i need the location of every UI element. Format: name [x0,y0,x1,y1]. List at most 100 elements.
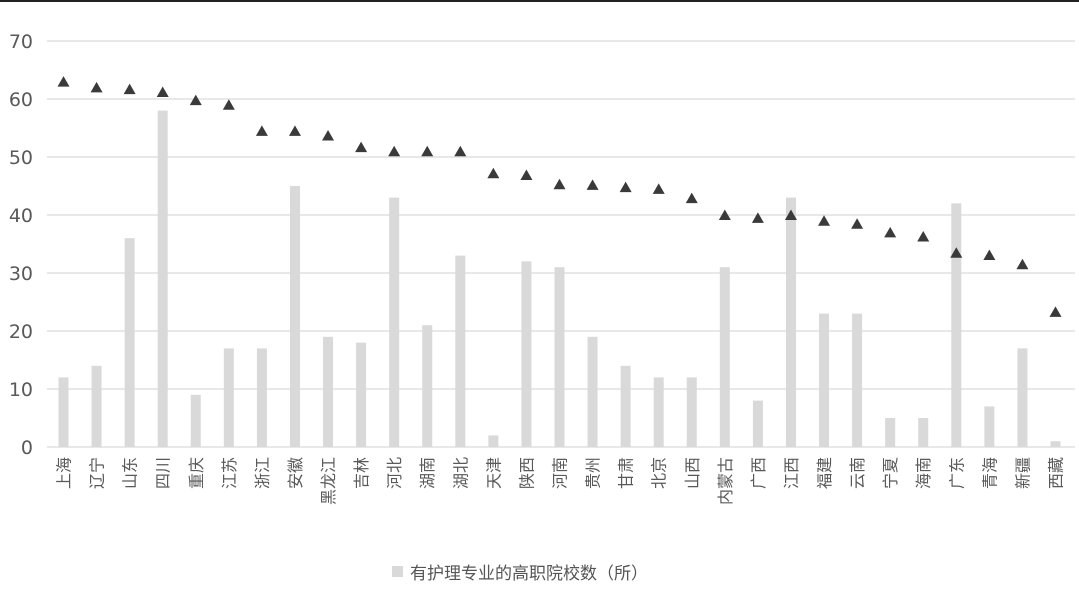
bar [157,110,168,447]
x-tick-label: 广西 [749,457,768,489]
triangle-marker [751,212,764,223]
triangle-marker [189,94,202,106]
triangle-marker [222,99,235,110]
x-tick-label: 吉林 [352,457,371,489]
triangle-marker [421,145,434,157]
bar [422,325,433,447]
bar [984,406,995,447]
legend-label: 有护理专业的高职院校数（所） [410,564,648,584]
triangle-marker [917,230,930,242]
bar [190,394,201,447]
triangle-marker [156,86,169,98]
x-tick-label: 浙江 [253,457,272,489]
x-tick-label: 内蒙古 [716,457,735,505]
legend-swatch [392,566,403,577]
bar [356,342,367,447]
bar [1017,348,1028,447]
x-tick-label: 甘肃 [617,457,636,489]
triangle-marker [1049,306,1062,317]
bar [918,418,929,447]
triangle-marker [619,181,632,193]
triangle-marker [90,81,103,93]
bar [124,238,135,447]
x-tick-label: 辽宁 [88,457,107,489]
y-tick-label: 70 [9,31,33,53]
y-tick-label: 0 [21,437,33,459]
triangle-marker [652,183,665,194]
legend: 有护理专业的高职院校数（所） [392,559,648,584]
bar [223,348,234,447]
x-tick-label: 青海 [980,457,999,489]
bar [719,267,730,447]
bar [951,203,962,447]
x-tick-label: 云南 [848,457,867,489]
triangle-marker [818,215,831,226]
triangle-marker [288,125,301,136]
triangle-marker [487,167,500,179]
bar [620,365,631,447]
y-tick-label: 30 [9,263,33,285]
x-tick-label: 湖南 [418,457,437,489]
x-tick-label: 湖北 [451,457,470,489]
x-tick-label: 山东 [121,457,140,489]
triangle-marker [322,130,335,141]
x-tick-label: 河南 [551,457,570,489]
triangle-marker [718,209,731,220]
triangle-marker [355,141,368,153]
y-tick-label: 10 [9,379,33,401]
bar [852,313,863,447]
x-tick-label: 新疆 [1013,457,1032,489]
x-tick-label: 安徽 [286,457,305,489]
y-tick-label: 60 [9,89,33,111]
triangle-marker [123,83,136,95]
bar [1050,441,1061,447]
x-tick-label: 四川 [154,457,173,489]
y-tick-label: 50 [9,147,33,169]
bar [752,400,763,447]
triangle-marker [586,179,599,190]
y-tick-label: 40 [9,205,33,227]
x-tick-label: 江西 [782,457,801,489]
bar [819,313,830,447]
x-tick-label: 重庆 [187,457,206,489]
x-tick-label: 天津 [484,457,503,489]
x-tick-label: 河北 [385,457,404,489]
x-tick-label: 上海 [55,457,74,489]
bar [389,197,400,447]
triangle-marker [983,249,996,261]
x-tick-label: 广东 [947,457,966,489]
x-tick-label: 江苏 [220,457,239,489]
bar [488,435,499,447]
triangle-marker [784,209,797,220]
x-tick-label: 贵州 [584,457,603,489]
bar [455,255,466,447]
x-tick-label: 山西 [683,457,702,489]
triangle-marker [388,145,401,157]
x-tick-label: 陕西 [517,457,536,489]
bar [554,267,565,447]
top-border [0,0,1079,2]
triangle-marker [255,125,268,136]
bar [323,336,334,447]
bar [58,377,69,447]
bar [256,348,267,447]
bar [587,336,598,447]
bar [289,186,300,447]
bar [686,377,697,447]
triangle-marker [685,192,698,204]
x-tick-label: 黑龙江 [319,457,338,505]
triangle-marker [851,218,864,229]
bar [785,197,796,447]
triangle-marker [1016,258,1029,270]
triangle-marker [520,169,533,180]
x-tick-label: 海南 [914,457,933,489]
triangle-marker [950,247,963,258]
x-tick-label: 北京 [650,457,669,489]
x-tick-label: 福建 [815,457,834,489]
triangle-marker [553,178,566,190]
x-tick-label: 宁夏 [881,457,900,489]
y-tick-label: 20 [9,321,33,343]
bar [885,418,896,447]
